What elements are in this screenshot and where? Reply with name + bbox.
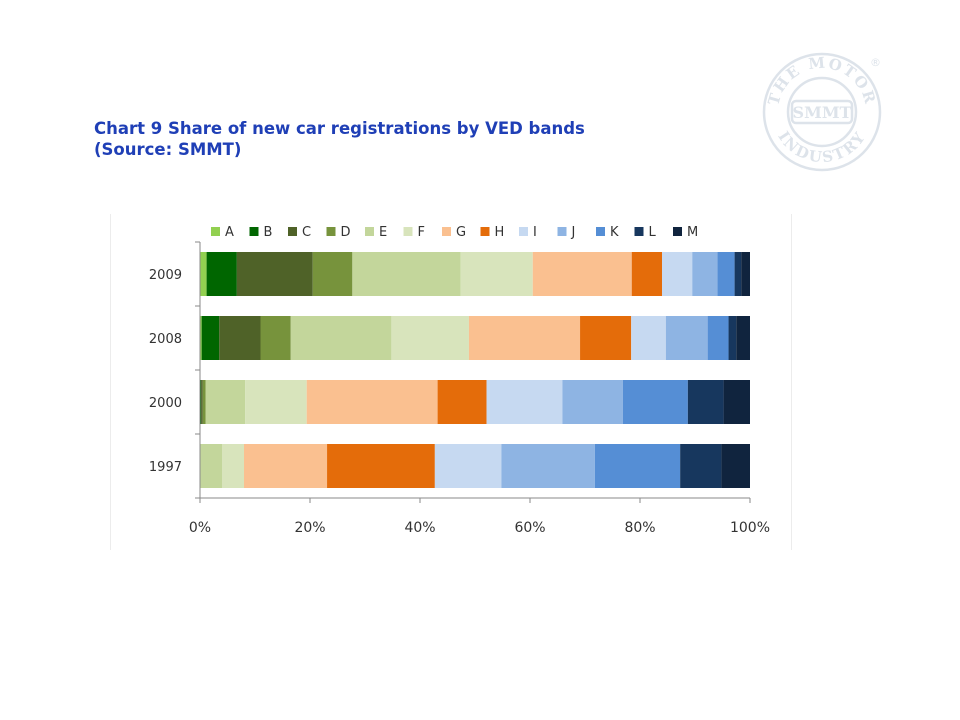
bar-2008-a <box>200 316 202 360</box>
bar-2008-i <box>631 316 666 360</box>
legend-swatch-h <box>480 227 490 236</box>
x-tick-label-4: 80% <box>624 520 655 536</box>
bar-2008-d <box>260 316 291 360</box>
legend-label-g: G <box>456 225 466 240</box>
x-tick-label-2: 40% <box>404 520 435 536</box>
category-label-2000: 2000 <box>149 396 182 411</box>
bar-2008-c <box>219 316 261 360</box>
bar-2009-b <box>206 252 237 296</box>
logo-registered-mark: ® <box>870 56 881 69</box>
category-label-2008: 2008 <box>149 332 182 347</box>
legend-swatch-j <box>557 227 567 236</box>
legend-label-f: F <box>418 225 425 240</box>
bar-2008-b <box>201 316 220 360</box>
bar-2000-h <box>437 380 487 424</box>
legend-swatch-m <box>673 227 682 236</box>
category-label-1997: 1997 <box>149 460 182 475</box>
logo-ring-text: THE MOTOR <box>764 53 879 107</box>
legend-swatch-e <box>365 227 374 236</box>
logo-inner-ring <box>786 76 858 148</box>
legend-label-d: D <box>341 225 351 240</box>
legend-label-h: H <box>495 225 505 240</box>
legend-swatch-i <box>519 227 528 236</box>
legend-swatch-b <box>249 227 259 236</box>
bar-1997-f <box>222 444 244 488</box>
bar-1997-j <box>501 444 595 488</box>
bar-2000-f <box>245 380 307 424</box>
bar-2009-l <box>734 252 742 296</box>
bar-2009-f <box>460 252 533 296</box>
bar-2009-h <box>631 252 662 296</box>
bar-2009-c <box>236 252 313 296</box>
x-tick-label-5: 100% <box>730 520 770 536</box>
chart-title-line1: Chart 9 Share of new car registrations b… <box>94 119 585 138</box>
legend-swatch-g <box>442 227 451 236</box>
bar-2009-g <box>532 252 632 296</box>
bar-2000-c <box>201 380 203 424</box>
legend-swatch-f <box>403 227 413 236</box>
chart-title-line2: (Source: SMMT) <box>94 140 242 159</box>
legend-label-c: C <box>302 225 311 240</box>
smmt-logo: THE MOTOR INDUSTRY SMMT ® <box>762 52 882 172</box>
bar-2000-e <box>205 380 246 424</box>
bar-2008-j <box>665 316 708 360</box>
bar-2008-e <box>290 316 392 360</box>
bar-2009-k <box>717 252 735 296</box>
bar-2000-b <box>200 380 202 424</box>
bar-2008-k <box>707 316 729 360</box>
bar-2000-d <box>202 380 206 424</box>
bar-1997-h <box>327 444 435 488</box>
bar-1997-g <box>244 444 328 488</box>
bar-2008-g <box>468 316 581 360</box>
bar-2008-l <box>728 316 737 360</box>
bar-2009-m <box>741 252 750 296</box>
legend-label-a: A <box>225 225 234 240</box>
bar-2000-g <box>306 380 438 424</box>
bar-1997-m <box>721 444 750 488</box>
bar-2009-e <box>352 252 461 296</box>
chart-area: A B C D E F G H I J K L M 2009 2008 2000 1997 0% 20% 40% 60%… <box>110 214 792 550</box>
category-label-2009: 2009 <box>149 268 182 283</box>
x-tick-label-3: 60% <box>514 520 545 536</box>
legend-label-m: M <box>687 225 698 240</box>
legend-label-i: I <box>533 225 537 240</box>
bar-1997-i <box>434 444 502 488</box>
bar-2000-l <box>687 380 724 424</box>
legend-label-k: K <box>610 225 619 240</box>
legend-swatch-a <box>211 227 220 236</box>
bar-1997-e <box>200 444 222 488</box>
bar-1997-l <box>680 444 722 488</box>
bar-2000-k <box>622 380 688 424</box>
bar-2009-i <box>662 252 693 296</box>
bar-2000-m <box>723 380 750 424</box>
legend-swatch-l <box>634 227 644 236</box>
legend-label-b: B <box>264 225 273 240</box>
bar-2009-d <box>312 252 353 296</box>
legend-swatch-k <box>596 227 605 236</box>
legend-swatch-d <box>326 227 336 236</box>
bar-1997-k <box>594 444 681 488</box>
legend-label-l: L <box>649 225 657 240</box>
bar-2009-a <box>200 252 207 296</box>
x-tick-label-0: 0% <box>189 520 211 536</box>
bar-2000-j <box>562 380 623 424</box>
bar-2009-j <box>692 252 718 296</box>
legend-swatch-c <box>288 227 297 236</box>
chart-title: Chart 9 Share of new car registrations b… <box>94 118 585 160</box>
x-tick-label-1: 20% <box>294 520 325 536</box>
bar-2008-f <box>391 316 469 360</box>
legend-label-e: E <box>379 225 387 240</box>
stacked-bar-chart: A B C D E F G H I J K L M 2009 2008 2000 1997 0% 20% 40% 60%… <box>149 225 770 536</box>
bar-2000-i <box>486 380 563 424</box>
bar-2008-h <box>580 316 632 360</box>
legend-label-j: J <box>571 225 576 240</box>
logo-outer-ring <box>762 52 882 172</box>
bar-2008-m <box>736 316 750 360</box>
logo-center-text: SMMT <box>793 103 852 122</box>
